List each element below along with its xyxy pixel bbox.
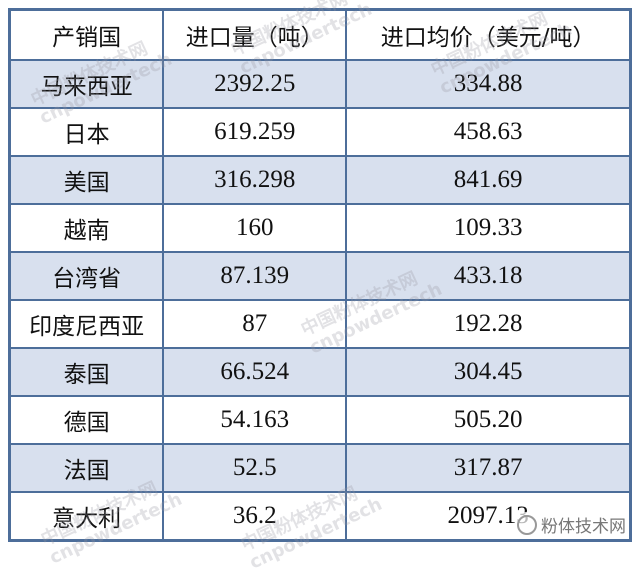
import-table: 产销国 进口量（吨） 进口均价（美元/吨） 马来西亚 2392.25 334.88 日…	[8, 8, 632, 542]
table-row: 意大利 36.2 2097.13	[8, 491, 632, 542]
wechat-icon	[517, 515, 537, 535]
volume-cell: 2392.25	[162, 59, 348, 109]
volume-cell: 36.2	[162, 491, 348, 542]
price-cell: 192.28	[345, 299, 632, 349]
table-row: 印度尼西亚 87 192.28	[8, 299, 632, 349]
volume-cell: 619.259	[162, 107, 348, 157]
volume-cell: 316.298	[162, 155, 348, 205]
brand-logo: 粉体技术网	[515, 512, 628, 537]
volume-cell: 87	[162, 299, 348, 349]
price-cell: 433.18	[345, 251, 632, 301]
country-cell: 意大利	[8, 491, 165, 542]
price-cell: 505.20	[345, 395, 632, 445]
price-cell: 841.69	[345, 155, 632, 205]
country-cell: 台湾省	[8, 251, 165, 301]
volume-cell: 66.524	[162, 347, 348, 397]
table-row: 德国 54.163 505.20	[8, 395, 632, 445]
table-row: 泰国 66.524 304.45	[8, 347, 632, 397]
price-cell: 109.33	[345, 203, 632, 253]
country-cell: 泰国	[8, 347, 165, 397]
header-price: 进口均价（美元/吨）	[345, 8, 632, 61]
header-row: 产销国 进口量（吨） 进口均价（美元/吨）	[8, 8, 632, 61]
table-row: 越南 160 109.33	[8, 203, 632, 253]
country-cell: 法国	[8, 443, 165, 493]
country-cell: 德国	[8, 395, 165, 445]
header-country: 产销国	[8, 8, 165, 61]
country-cell: 越南	[8, 203, 165, 253]
price-cell: 317.87	[345, 443, 632, 493]
volume-cell: 160	[162, 203, 348, 253]
table-row: 台湾省 87.139 433.18	[8, 251, 632, 301]
volume-cell: 52.5	[162, 443, 348, 493]
price-cell: 458.63	[345, 107, 632, 157]
table-row: 美国 316.298 841.69	[8, 155, 632, 205]
volume-cell: 54.163	[162, 395, 348, 445]
table-row: 日本 619.259 458.63	[8, 107, 632, 157]
table-row: 马来西亚 2392.25 334.88	[8, 59, 632, 109]
price-cell: 334.88	[345, 59, 632, 109]
price-cell: 304.45	[345, 347, 632, 397]
volume-cell: 87.139	[162, 251, 348, 301]
country-cell: 印度尼西亚	[8, 299, 165, 349]
country-cell: 美国	[8, 155, 165, 205]
header-volume: 进口量（吨）	[162, 8, 348, 61]
table-row: 法国 52.5 317.87	[8, 443, 632, 493]
country-cell: 日本	[8, 107, 165, 157]
country-cell: 马来西亚	[8, 59, 165, 109]
